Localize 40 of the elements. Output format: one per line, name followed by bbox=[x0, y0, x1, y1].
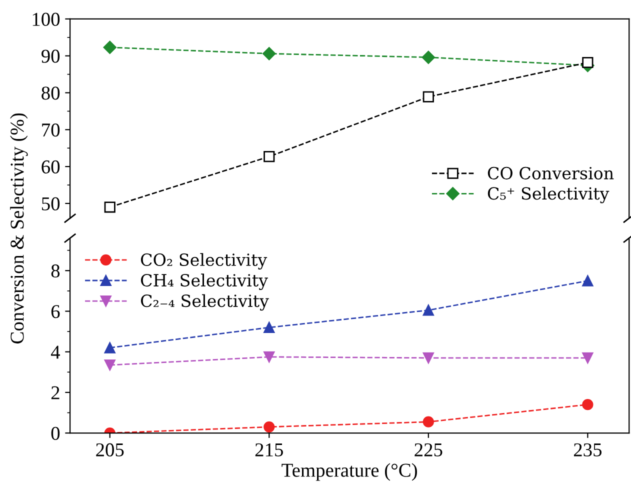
point bbox=[582, 352, 594, 364]
x-tick-label: 205 bbox=[96, 443, 124, 456]
point bbox=[582, 399, 594, 410]
point bbox=[104, 342, 116, 354]
point bbox=[264, 421, 275, 432]
point bbox=[103, 40, 116, 54]
y-tick-label: 70 bbox=[42, 123, 60, 137]
y-tick-label: 6 bbox=[51, 305, 60, 318]
point bbox=[582, 56, 594, 68]
legend-label: CH₄ Selectivity bbox=[140, 274, 268, 290]
y-tick-label: 0 bbox=[51, 426, 60, 440]
point bbox=[422, 50, 436, 64]
legend-label: C₂₋₄ Selectivity bbox=[140, 294, 269, 311]
x-tick-label: 225 bbox=[414, 443, 442, 456]
legend-label: CO₂ Selectivity bbox=[140, 253, 268, 270]
y-tick-label: 2 bbox=[51, 386, 60, 400]
y-tick-label: 60 bbox=[42, 160, 60, 174]
y-tick-label: 50 bbox=[42, 197, 60, 210]
y-axis-title: Conversion & Selectivity (%) bbox=[10, 113, 28, 344]
legend-label: CO Conversion bbox=[488, 166, 614, 180]
x-axis-title: Temperature (°C) bbox=[282, 463, 417, 481]
point bbox=[104, 202, 116, 213]
x-tick-label: 235 bbox=[574, 443, 602, 456]
point bbox=[104, 359, 116, 371]
point bbox=[264, 322, 275, 334]
y-tick-label: 90 bbox=[42, 50, 60, 63]
point bbox=[264, 351, 275, 362]
point bbox=[262, 47, 276, 60]
point bbox=[264, 151, 275, 162]
point bbox=[422, 304, 434, 316]
point bbox=[422, 352, 434, 364]
y-tick-label: 8 bbox=[51, 264, 60, 278]
point bbox=[422, 416, 434, 428]
y-tick-label: 80 bbox=[42, 86, 60, 100]
x-tick-label: 215 bbox=[255, 443, 283, 456]
point bbox=[582, 275, 594, 286]
point bbox=[422, 91, 434, 102]
y-tick-label: 4 bbox=[50, 346, 60, 359]
y-tick-label: 100 bbox=[32, 12, 60, 26]
legend-label: C₅⁺ Selectivity bbox=[488, 186, 610, 204]
